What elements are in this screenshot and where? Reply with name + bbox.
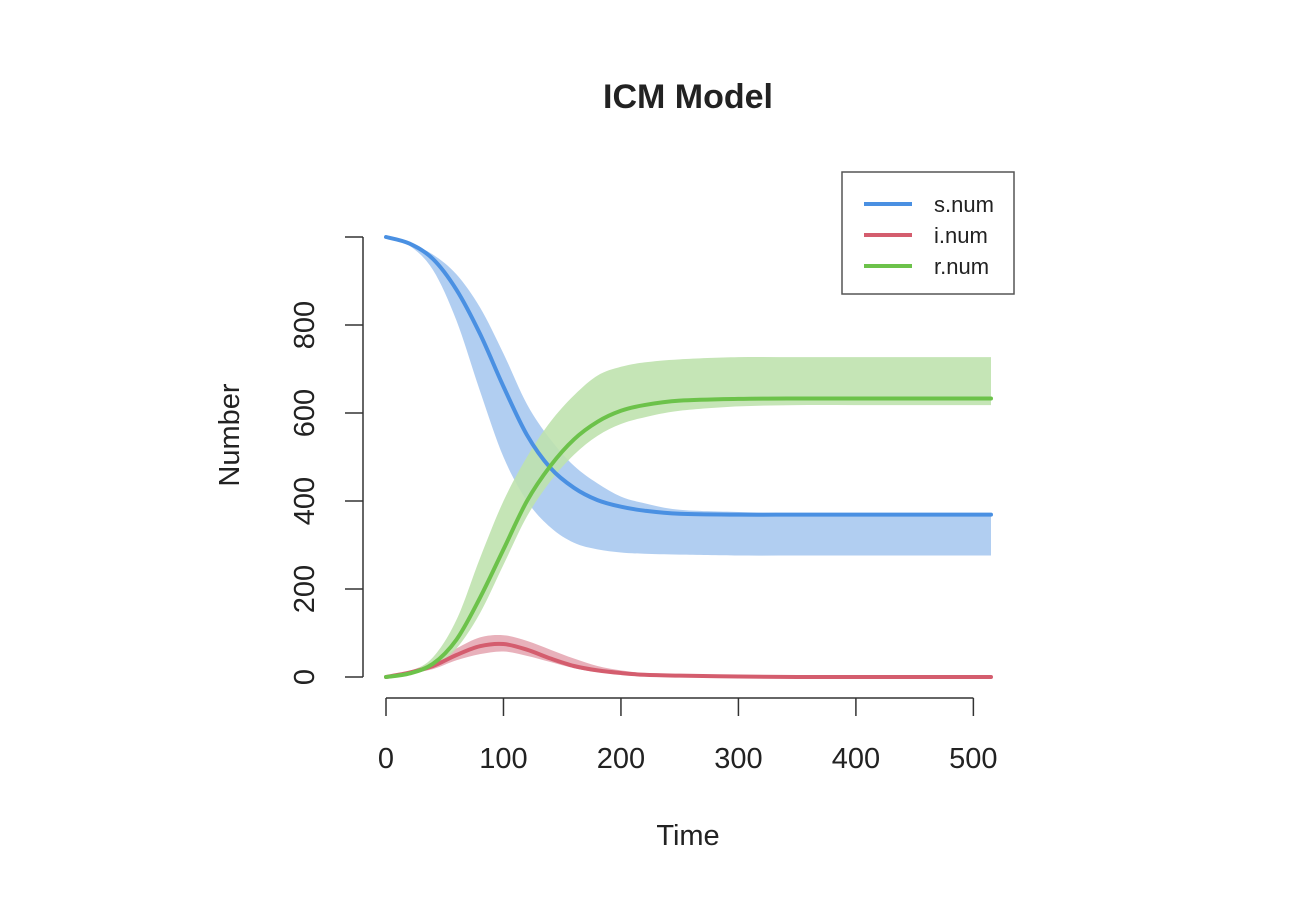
r-num-band [386,356,991,677]
legend: s.num i.num r.num [841,171,1015,295]
x-axis-label: Time [656,820,719,852]
y-axis-label: Number [214,383,246,486]
y-tick-label: 0 [289,669,321,685]
legend-label-i-num: i.num [934,223,988,248]
x-tick-label: 500 [949,743,997,775]
y-tick-label: 400 [289,477,321,525]
x-tick-label: 300 [714,743,762,775]
x-axis: 0 100 200 300 400 500 [378,697,998,775]
legend-label-r-num: r.num [934,254,989,279]
x-tick-label: 200 [597,743,645,775]
y-axis: 0 200 400 600 800 [289,236,364,685]
i-num-line [384,641,993,680]
r-num-line [384,396,993,679]
x-tick-label: 400 [832,743,880,775]
y-tick-label: 600 [289,389,321,437]
x-tick-label: 0 [378,743,394,775]
s-num-line [384,235,993,517]
confidence-bands [386,237,991,678]
legend-label-s-num: s.num [934,192,994,217]
i-num-band [386,634,991,678]
y-tick-label: 800 [289,301,321,349]
x-tick-label: 100 [479,743,527,775]
series-lines [384,235,993,680]
chart-title: ICM Model [603,78,773,116]
y-tick-label: 200 [289,565,321,613]
